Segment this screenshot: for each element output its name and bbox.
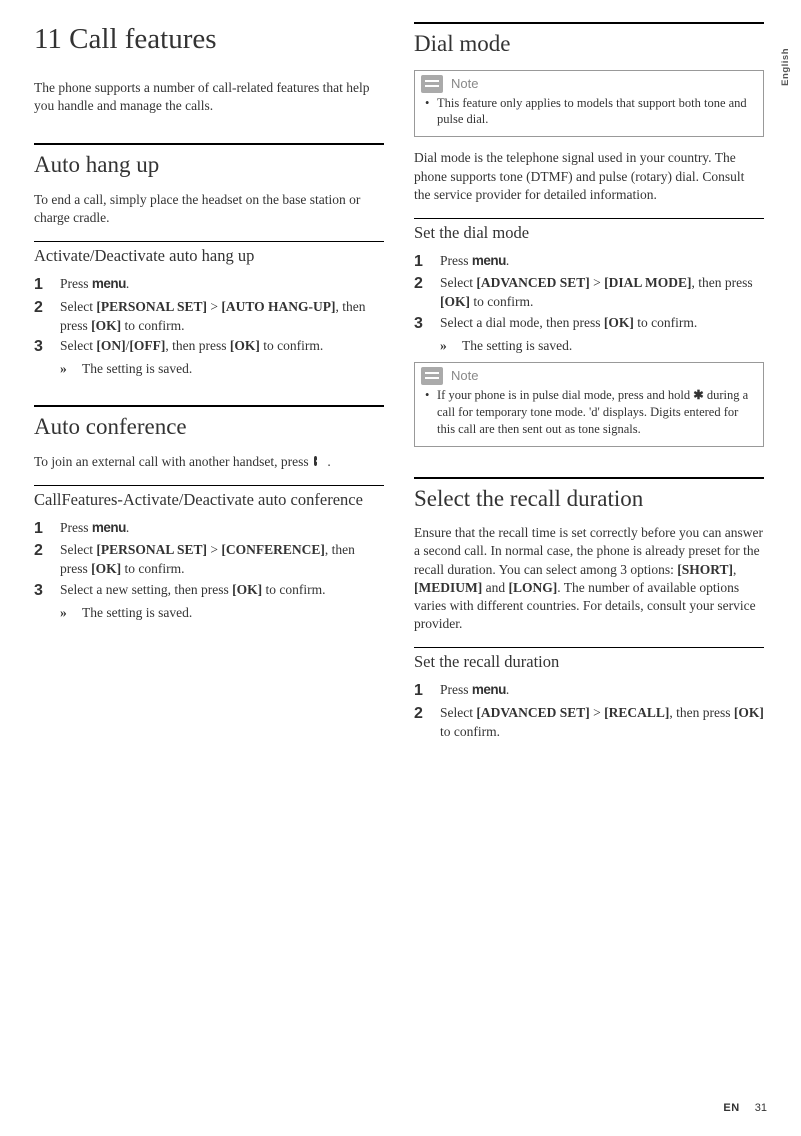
note-label: Note (451, 75, 478, 93)
section-heading: Auto conference (34, 413, 384, 441)
left-column: 11 Call features The phone supports a nu… (34, 22, 384, 744)
result-text: The setting is saved. (462, 337, 764, 356)
step-text: Select [PERSONAL SET] > [AUTO HANG-UP], … (60, 298, 384, 336)
step: 2 Select [PERSONAL SET] > [CONFERENCE], … (34, 541, 384, 579)
step: 1 Press menu. (414, 252, 764, 273)
result: » The setting is saved. (34, 604, 384, 623)
divider (34, 241, 384, 242)
step: 1 Press menu. (34, 519, 384, 540)
menu-label: menu (472, 253, 506, 268)
step-text: Press menu. (60, 275, 384, 296)
step: 3 Select a new setting, then press [OK] … (34, 581, 384, 602)
note-item: • This feature only applies to models th… (425, 95, 753, 129)
note-box: Note • If your phone is in pulse dial mo… (414, 362, 764, 447)
note-icon (421, 75, 443, 93)
step: 3 Select a dial mode, then press [OK] to… (414, 314, 764, 335)
section-body: Dial mode is the telephone signal used i… (414, 149, 764, 204)
step-number: 3 (34, 581, 60, 602)
step-text: Select a dial mode, then press [OK] to c… (440, 314, 764, 335)
note-header: Note (415, 363, 763, 387)
section-heading: Dial mode (414, 30, 764, 58)
step-text: Select a new setting, then press [OK] to… (60, 581, 384, 602)
footer-lang: EN (723, 1102, 739, 1114)
subsection-heading: Set the dial mode (414, 223, 764, 244)
steps-list: 1 Press menu. 2 Select [PERSONAL SET] > … (34, 519, 384, 623)
steps-list: 1 Press menu. 2 Select [ADVANCED SET] > … (414, 252, 764, 356)
divider (34, 485, 384, 486)
note-item: • If your phone is in pulse dial mode, p… (425, 387, 753, 438)
section-body: To join an external call with another ha… (34, 453, 384, 471)
note-body: • This feature only applies to models th… (415, 95, 763, 137)
step: 1 Press menu. (34, 275, 384, 296)
note-header: Note (415, 71, 763, 95)
chapter-title: 11 Call features (34, 22, 384, 57)
star-key-icon: ✱ (693, 388, 703, 402)
result: » The setting is saved. (34, 360, 384, 379)
step-text: Select [PERSONAL SET] > [CONFERENCE], th… (60, 541, 384, 579)
page: 11 Call features The phone supports a nu… (0, 0, 801, 744)
step: 2 Select [ADVANCED SET] > [RECALL], then… (414, 704, 764, 742)
step: 1 Press menu. (414, 681, 764, 702)
footer-page-number: 31 (755, 1102, 767, 1114)
step-text: Select [ON]/[OFF], then press [OK] to co… (60, 337, 384, 358)
note-label: Note (451, 367, 478, 385)
step-number: 3 (34, 337, 60, 358)
note-box: Note • This feature only applies to mode… (414, 70, 764, 138)
menu-label: menu (92, 520, 126, 535)
menu-label: menu (472, 682, 506, 697)
step-number: 2 (414, 704, 440, 742)
step-text: Press menu. (440, 252, 764, 273)
divider (414, 647, 764, 648)
note-body: • If your phone is in pulse dial mode, p… (415, 387, 763, 446)
page-footer: EN 31 (723, 1102, 767, 1114)
section-body: Ensure that the recall time is set corre… (414, 524, 764, 633)
divider (414, 22, 764, 24)
steps-list: 1 Press menu. 2 Select [PERSONAL SET] > … (34, 275, 384, 379)
step-number: 2 (414, 274, 440, 312)
subsection-heading: Set the recall duration (414, 652, 764, 673)
step-number: 1 (34, 275, 60, 296)
section-heading: Auto hang up (34, 151, 384, 179)
result-arrow-icon: » (440, 337, 462, 356)
subsection-heading: CallFeatures-Activate/Deactivate auto co… (34, 490, 384, 511)
result-text: The setting is saved. (82, 360, 384, 379)
step: 2 Select [ADVANCED SET] > [DIAL MODE], t… (414, 274, 764, 312)
result-arrow-icon: » (60, 360, 82, 379)
menu-label: menu (92, 276, 126, 291)
step-text: Select [ADVANCED SET] > [DIAL MODE], the… (440, 274, 764, 312)
note-icon (421, 367, 443, 385)
right-column: Dial mode Note • This feature only appli… (414, 22, 764, 744)
step-text: Select [ADVANCED SET] > [RECALL], then p… (440, 704, 764, 742)
step-number: 1 (414, 252, 440, 273)
result: » The setting is saved. (414, 337, 764, 356)
divider (414, 477, 764, 479)
result-arrow-icon: » (60, 604, 82, 623)
handset-icon (312, 455, 324, 467)
section-body: To end a call, simply place the headset … (34, 191, 384, 227)
step-number: 1 (34, 519, 60, 540)
chapter-intro: The phone supports a number of call-rela… (34, 79, 384, 115)
step-number: 3 (414, 314, 440, 335)
result-text: The setting is saved. (82, 604, 384, 623)
step: 2 Select [PERSONAL SET] > [AUTO HANG-UP]… (34, 298, 384, 336)
divider (34, 143, 384, 145)
section-heading: Select the recall duration (414, 485, 764, 513)
step-number: 1 (414, 681, 440, 702)
step-text: Press menu. (440, 681, 764, 702)
step-text: Press menu. (60, 519, 384, 540)
step: 3 Select [ON]/[OFF], then press [OK] to … (34, 337, 384, 358)
step-number: 2 (34, 541, 60, 579)
subsection-heading: Activate/Deactivate auto hang up (34, 246, 384, 267)
divider (414, 218, 764, 219)
step-number: 2 (34, 298, 60, 336)
language-tab: English (780, 48, 791, 86)
divider (34, 405, 384, 407)
steps-list: 1 Press menu. 2 Select [ADVANCED SET] > … (414, 681, 764, 742)
